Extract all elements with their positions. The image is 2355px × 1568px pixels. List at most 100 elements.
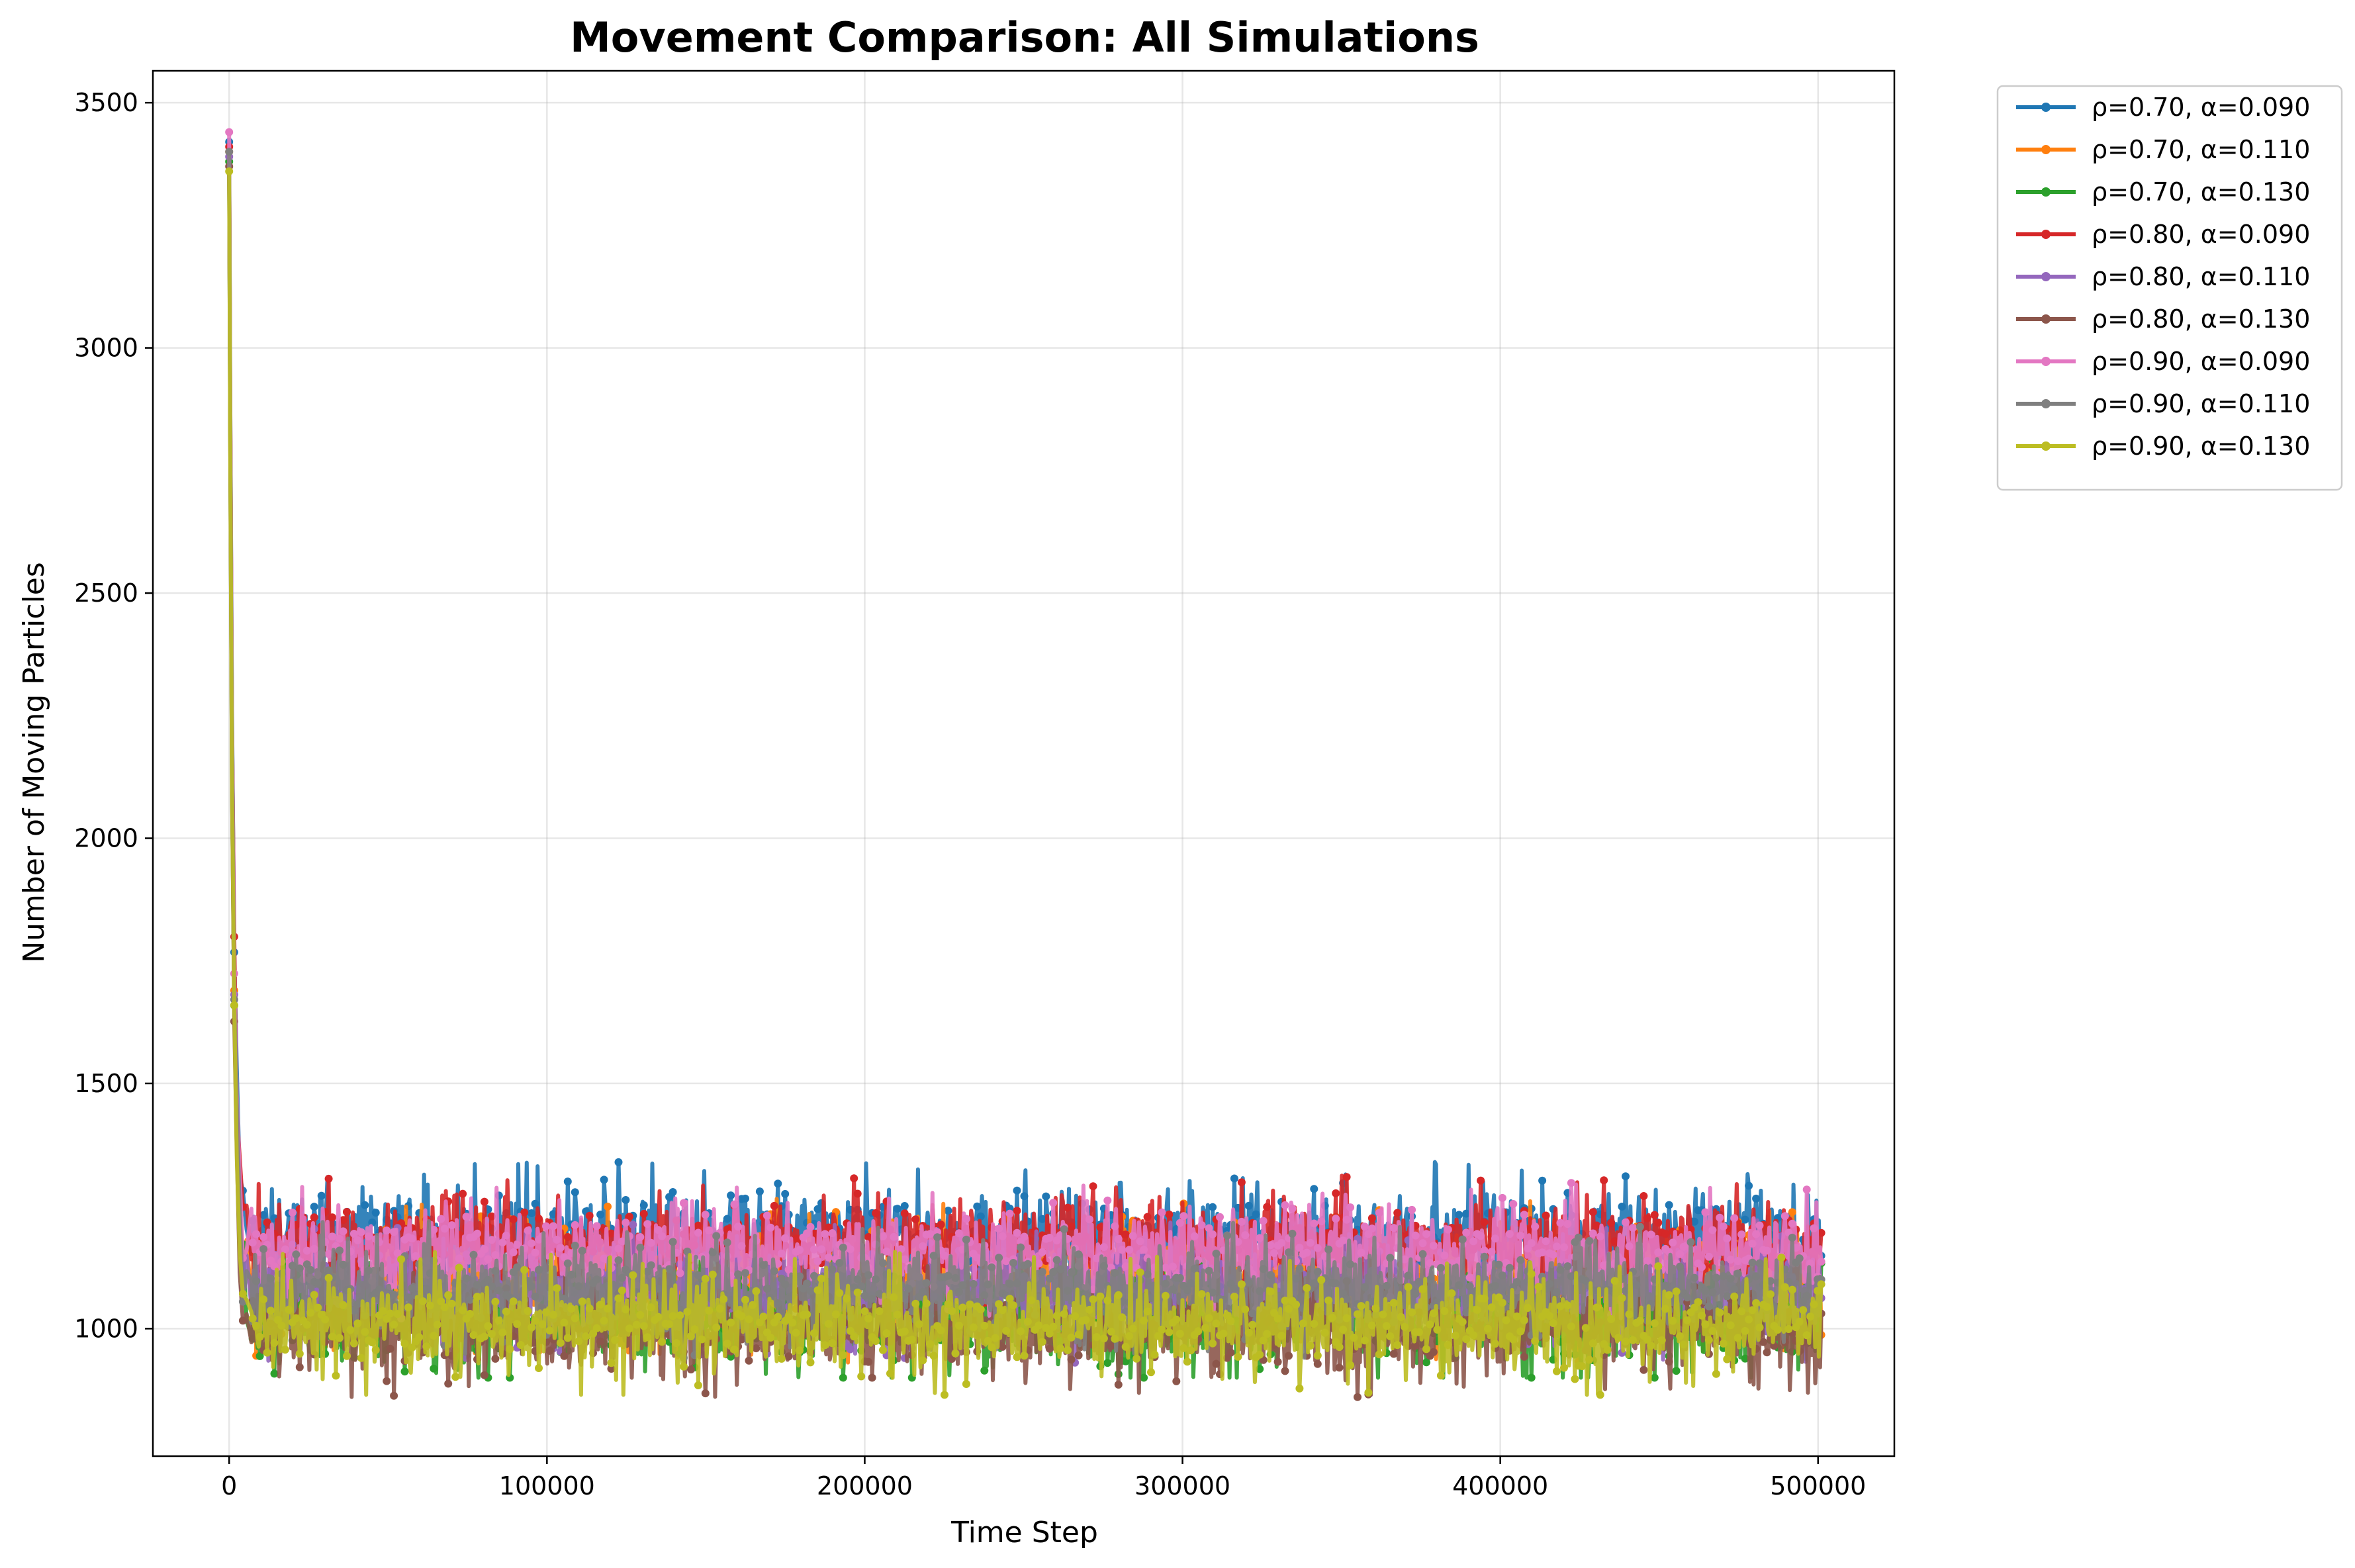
- series-point: [639, 1209, 648, 1218]
- chart-title: Movement Comparison: All Simulations: [570, 13, 1479, 62]
- series-point: [433, 1320, 441, 1329]
- series-point: [1676, 1262, 1685, 1271]
- series-point: [400, 1340, 409, 1348]
- series-point: [1679, 1340, 1688, 1349]
- series-point: [1310, 1185, 1318, 1193]
- series-point: [447, 1299, 456, 1308]
- series-point: [1219, 1329, 1228, 1338]
- series-point: [1614, 1334, 1623, 1342]
- series-point: [459, 1306, 467, 1314]
- series-point: [1038, 1338, 1046, 1346]
- series-point: [1038, 1268, 1046, 1276]
- series-point: [1741, 1354, 1749, 1363]
- series-point: [1049, 1322, 1058, 1331]
- series-point: [821, 1230, 829, 1238]
- series-point: [415, 1333, 424, 1342]
- series-point: [1788, 1208, 1796, 1217]
- series-point: [295, 1350, 304, 1358]
- series-point: [408, 1284, 416, 1293]
- series-point: [1701, 1320, 1710, 1328]
- series-point: [712, 1232, 721, 1240]
- series-point: [314, 1303, 322, 1312]
- series-point: [404, 1293, 412, 1302]
- series-point: [1277, 1332, 1286, 1340]
- series-point: [1578, 1362, 1587, 1371]
- series-point: [1386, 1332, 1395, 1340]
- series-point: [1013, 1186, 1021, 1195]
- series-point: [1491, 1340, 1499, 1348]
- series-point: [1281, 1201, 1289, 1209]
- series-point: [1035, 1321, 1043, 1330]
- series-point: [1773, 1326, 1782, 1334]
- series-point: [922, 1279, 931, 1287]
- series-point: [1520, 1352, 1528, 1361]
- series-point: [1563, 1301, 1572, 1310]
- series-point: [879, 1346, 887, 1354]
- series-point: [1647, 1342, 1655, 1350]
- series-point: [1418, 1250, 1427, 1258]
- series-point: [430, 1332, 438, 1340]
- y-tick-label: 3500: [74, 88, 138, 117]
- series-point: [900, 1202, 909, 1210]
- series-point: [1408, 1308, 1416, 1316]
- series-point: [1636, 1222, 1644, 1231]
- series-point: [1259, 1217, 1268, 1225]
- series-point: [549, 1311, 557, 1319]
- series-point: [339, 1227, 347, 1236]
- series-point: [288, 1262, 297, 1270]
- series-point: [1230, 1293, 1238, 1301]
- series-point: [255, 1352, 264, 1360]
- series-point: [592, 1324, 601, 1332]
- series-point: [1610, 1277, 1619, 1285]
- series-point: [1516, 1231, 1525, 1240]
- series-point: [929, 1352, 938, 1360]
- series-point: [1422, 1358, 1430, 1367]
- series-point: [1244, 1201, 1253, 1210]
- legend-marker: [2041, 230, 2051, 239]
- series-point: [1690, 1217, 1698, 1226]
- series-point: [524, 1226, 532, 1235]
- series-point: [484, 1322, 492, 1330]
- series-point: [1332, 1215, 1340, 1223]
- series-point: [843, 1294, 851, 1303]
- series-point: [1328, 1313, 1336, 1322]
- legend-marker: [2041, 357, 2051, 366]
- series-point: [680, 1199, 688, 1207]
- series-point: [1263, 1203, 1271, 1211]
- series-point: [705, 1226, 714, 1234]
- series-point: [1273, 1358, 1282, 1366]
- series-point: [781, 1189, 790, 1198]
- series-point: [708, 1248, 717, 1257]
- series-point: [480, 1332, 488, 1341]
- series-point: [1737, 1230, 1746, 1239]
- legend-marker: [2041, 441, 2051, 451]
- series-point: [828, 1229, 837, 1238]
- series-point: [643, 1333, 652, 1342]
- series-point: [1168, 1285, 1177, 1294]
- series-point: [1248, 1320, 1257, 1329]
- series-point: [487, 1330, 496, 1338]
- series-point: [944, 1207, 952, 1215]
- series-point: [1451, 1331, 1459, 1340]
- series-point: [1741, 1215, 1749, 1224]
- y-tick-label: 1000: [74, 1314, 138, 1343]
- x-tick-label: 400000: [1452, 1471, 1548, 1500]
- series-point: [1393, 1209, 1402, 1217]
- series-point: [1574, 1233, 1583, 1242]
- series-point: [1556, 1219, 1565, 1227]
- series-point: [647, 1238, 655, 1247]
- series-point: [310, 1291, 318, 1299]
- series-point: [1723, 1234, 1732, 1243]
- series-point: [647, 1303, 655, 1312]
- series-point: [444, 1379, 453, 1388]
- series-point: [1103, 1297, 1112, 1305]
- y-tick-label: 1500: [74, 1069, 138, 1098]
- series-point: [784, 1352, 793, 1361]
- series-point: [980, 1366, 989, 1375]
- series-point: [813, 1257, 822, 1266]
- series-point: [1465, 1282, 1474, 1291]
- series-point: [1527, 1239, 1536, 1248]
- series-point: [1118, 1313, 1127, 1322]
- series-point: [1125, 1246, 1134, 1254]
- series-point: [926, 1340, 935, 1348]
